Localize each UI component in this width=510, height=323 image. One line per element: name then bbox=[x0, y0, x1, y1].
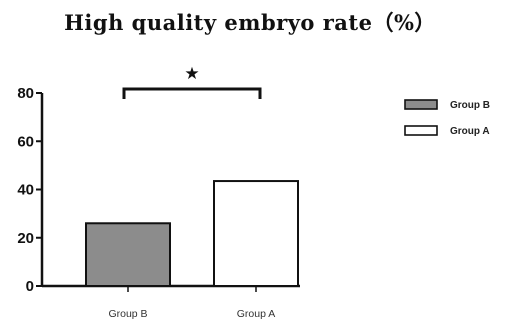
y-tick-label: 80 bbox=[17, 85, 34, 102]
legend-label: Group B bbox=[450, 100, 490, 111]
y-tick-label: 0 bbox=[26, 278, 34, 295]
legend-swatch bbox=[404, 125, 438, 136]
significance-bracket: ★ bbox=[122, 64, 262, 99]
x-tick-label: Group A bbox=[237, 308, 276, 320]
y-tick-label: 20 bbox=[17, 230, 34, 247]
significance-star: ★ bbox=[184, 64, 199, 84]
bars bbox=[85, 180, 299, 287]
bracket-line bbox=[122, 87, 262, 99]
legend-label: Group A bbox=[450, 126, 490, 137]
chart-title: High quality embryo rate（%） bbox=[64, 10, 436, 35]
legend: Group B Group A bbox=[404, 99, 490, 137]
y-tick-label: 60 bbox=[17, 133, 34, 150]
legend-swatch bbox=[404, 99, 438, 110]
category-labels: Group B Group A bbox=[108, 286, 275, 320]
bar-group-b bbox=[85, 222, 171, 287]
x-tick-label: Group B bbox=[108, 308, 147, 320]
bar-group-a bbox=[213, 180, 299, 287]
y-tick-label: 40 bbox=[17, 182, 34, 199]
y-ticks: 0 20 40 60 80 bbox=[17, 85, 42, 295]
